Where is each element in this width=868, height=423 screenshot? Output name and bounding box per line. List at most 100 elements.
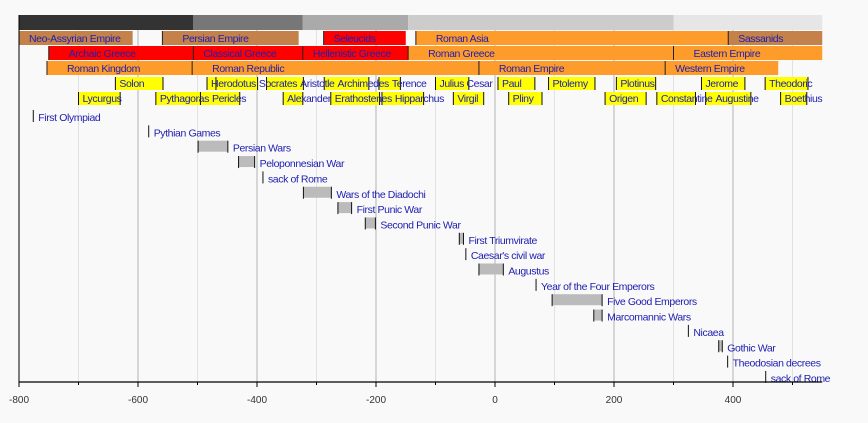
person-label: Hipparchus — [395, 93, 444, 105]
event-label: sack of Rome — [771, 373, 831, 385]
event-label: First Olympiad — [38, 112, 101, 124]
x-tick-label: -800 — [9, 395, 29, 406]
person-lifespan-bar — [508, 92, 543, 105]
person-label: Constantine — [661, 93, 713, 105]
event-label: Pythian Games — [154, 127, 221, 139]
person-label: Socrates — [259, 78, 297, 90]
period-label: Classical Greece — [203, 48, 277, 60]
person-label: Augustine — [715, 93, 759, 105]
period-bar — [192, 61, 479, 75]
period-bar — [193, 46, 303, 60]
person-lifespan-bar — [200, 92, 240, 105]
person-lifespan-bar — [701, 77, 745, 90]
event-bar — [238, 156, 255, 168]
person-label: Julius Cesar — [440, 78, 494, 90]
person-lifespan-bar — [497, 77, 535, 90]
person-label: Boethius — [785, 93, 823, 105]
person-label: Origen — [609, 93, 639, 105]
event-label: Nicaea — [693, 327, 724, 339]
event-label: Five Good Emperors — [607, 296, 697, 308]
event-label: Caesar's civil war — [471, 250, 546, 262]
x-tick-label: 400 — [725, 395, 742, 406]
person-label: Ptolemy — [553, 78, 589, 90]
period-bar — [46, 61, 193, 75]
x-tick-label: 200 — [606, 395, 623, 406]
event-bar — [478, 263, 504, 275]
event-bar — [337, 202, 352, 214]
x-tick-label: -600 — [128, 395, 148, 406]
person-lifespan-bar — [115, 77, 163, 90]
period-bar — [19, 31, 133, 45]
person-label: Lycurgus — [83, 93, 122, 105]
event-bar — [552, 294, 603, 306]
period-label: Hellenistic Greece — [313, 48, 392, 60]
person-label: Terence — [392, 78, 427, 90]
event-bar — [365, 217, 376, 229]
period-label: Roman Greece — [428, 48, 495, 60]
event-bar — [303, 186, 332, 198]
x-tick-label: 0 — [492, 395, 498, 406]
period-bar — [415, 31, 729, 45]
era-bar-segment — [19, 15, 194, 30]
event-bar — [593, 309, 603, 321]
period-label: Roman Empire — [499, 63, 565, 75]
period-label: Archaic Greece — [69, 48, 136, 60]
event-bar — [198, 140, 228, 152]
person-lifespan-bar — [324, 77, 369, 90]
event-label: sack of Rome — [268, 173, 328, 185]
person-label: Pliny — [513, 93, 535, 105]
period-bar — [48, 46, 194, 60]
person-label: Paul — [502, 78, 521, 90]
period-bar — [408, 46, 674, 60]
period-bar — [665, 61, 779, 75]
period-bar — [478, 61, 666, 75]
event-label: Wars of the Diadochi — [336, 189, 425, 201]
person-lifespan-bar — [330, 92, 380, 105]
event-label: Persian Wars — [233, 143, 291, 155]
period-bar — [673, 46, 823, 60]
person-label: Herodotus — [211, 78, 256, 90]
period-label: Western Empire — [675, 63, 745, 75]
person-lifespan-bar — [705, 92, 751, 105]
person-lifespan-bar — [215, 77, 258, 90]
event-label: Marcomannic Wars — [607, 312, 691, 324]
person-lifespan-bar — [381, 92, 424, 105]
person-lifespan-bar — [78, 92, 121, 105]
person-lifespan-bar — [765, 77, 808, 90]
event-bar — [718, 340, 723, 352]
period-label: Roman Kingdom — [67, 63, 141, 75]
period-label: Roman Republic — [212, 63, 284, 75]
person-label: Pericles — [212, 93, 246, 105]
event-label: Theodosian decrees — [733, 358, 821, 370]
period-label: Roman Asia — [436, 33, 489, 45]
person-label: Theodoric — [769, 78, 812, 90]
person-label: Plotinus — [620, 78, 654, 90]
period-label: Persian Empire — [182, 33, 249, 45]
person-label: Aristotle — [300, 78, 335, 90]
x-tick-label: -200 — [366, 395, 386, 406]
era-bar-segment — [302, 15, 409, 30]
period-label: Seleucids — [334, 33, 376, 45]
person-label: Archimedes — [337, 78, 389, 90]
event-label: Peloponnesian War — [260, 158, 345, 170]
event-label: Year of the Four Emperors — [541, 281, 654, 293]
person-lifespan-bar — [548, 77, 595, 90]
period-bar — [728, 31, 823, 45]
x-tick-label: -400 — [247, 395, 267, 406]
event-label: Second Punic War — [380, 219, 461, 231]
person-lifespan-bar — [378, 77, 401, 90]
person-lifespan-bar — [780, 92, 807, 105]
event-bar — [459, 232, 464, 244]
period-label: Eastern Empire — [694, 48, 761, 60]
person-lifespan-bar — [453, 92, 484, 105]
event-label: First Punic War — [357, 204, 423, 216]
person-label: Solon — [119, 78, 144, 90]
person-lifespan-bar — [283, 92, 303, 105]
person-lifespan-bar — [616, 77, 656, 90]
era-bar-segment — [673, 15, 823, 30]
person-label: Erathostenes — [335, 93, 392, 105]
period-bar — [162, 31, 299, 45]
period-label: Neo-Assyrian Empire — [29, 33, 121, 45]
person-lifespan-bar — [605, 92, 647, 105]
